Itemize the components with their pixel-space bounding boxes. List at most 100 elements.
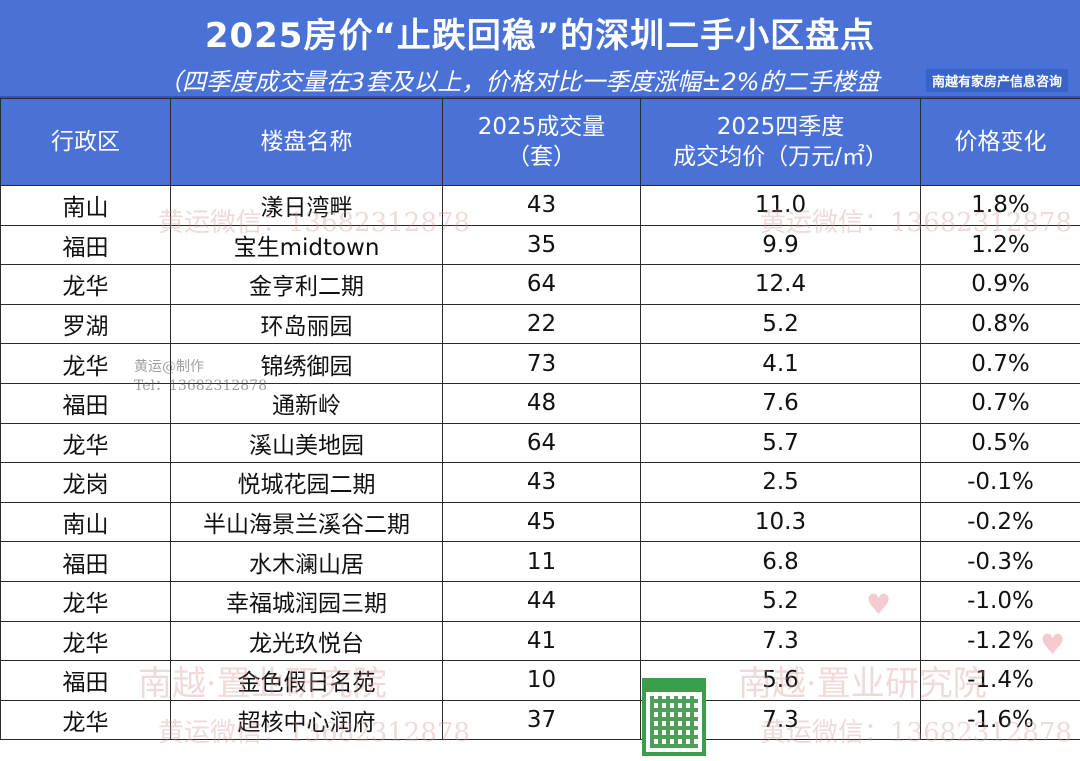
cell-volume: 64: [442, 264, 641, 305]
cell-volume: 45: [442, 501, 641, 543]
cell-estate-name: 溪山美地园: [170, 422, 443, 464]
cell-avg-price: 5.2: [640, 580, 921, 622]
cell-volume: 44: [442, 580, 641, 622]
cell-district: 罗湖: [0, 303, 171, 345]
table-row: 龙岗 悦城花园二期 43 2.5 -0.1%: [0, 462, 1080, 503]
cell-volume: 43: [442, 462, 641, 503]
column-header-price-change: 价格变化: [920, 98, 1080, 186]
cell-volume: 43: [442, 185, 641, 226]
column-header-volume: 2025成交量 （套）: [442, 98, 641, 186]
table-row: 罗湖 环岛丽园 22 5.2 0.8%: [0, 303, 1080, 345]
column-header-line: 行政区: [51, 129, 120, 155]
cell-volume: 64: [442, 422, 641, 464]
cell-district: 福田: [0, 382, 171, 424]
cell-price-change: -1.6%: [920, 699, 1080, 741]
table-row: 龙华 超核中心润府 37 7.3 -1.6%: [0, 699, 1080, 741]
header-banner: 2025房价“止跌回稳”的深圳二手小区盘点 （四季度成交量在3套及以上，价格对比…: [0, 0, 1080, 98]
credit-badge: 南越有家房产信息咨询: [925, 69, 1068, 92]
cell-estate-name: 水木澜山居: [170, 541, 443, 582]
cell-estate-name: 超核中心润府: [170, 699, 443, 741]
cell-price-change: 0.7%: [920, 382, 1080, 424]
cell-district: 福田: [0, 224, 171, 266]
cell-estate-name: 悦城花园二期: [170, 462, 443, 503]
table-row: 福田 宝生midtown 35 9.9 1.2%: [0, 224, 1080, 266]
cell-avg-price: 6.8: [640, 541, 921, 582]
cell-estate-name: 宝生midtown: [170, 224, 443, 266]
cell-district: 龙华: [0, 422, 171, 464]
table-header-row: 行政区 楼盘名称 2025成交量 （套） 2025四季度成交均价（万元/㎡） 价格变化: [0, 98, 1080, 186]
cell-avg-price: 9.9: [640, 224, 921, 266]
cell-avg-price: 12.4: [640, 264, 921, 305]
cell-estate-name: 环岛丽园: [170, 303, 443, 345]
cell-volume: 10: [442, 660, 641, 701]
cell-price-change: -1.2%: [920, 620, 1080, 662]
column-header-line: 价格变化: [954, 129, 1047, 155]
cell-volume: 35: [442, 224, 641, 266]
page-title: 2025房价“止跌回稳”的深圳二手小区盘点: [204, 16, 876, 56]
cell-district: 龙岗: [0, 462, 171, 503]
cell-district: 龙华: [0, 580, 171, 622]
cell-volume: 37: [442, 699, 641, 741]
cell-estate-name: 龙光玖悦台: [170, 620, 443, 662]
cell-price-change: 0.8%: [920, 303, 1080, 345]
cell-avg-price: 11.0: [640, 185, 921, 226]
cell-price-change: -0.3%: [920, 541, 1080, 582]
column-header-district: 行政区: [0, 98, 171, 186]
cell-estate-name: 半山海景兰溪谷二期: [170, 501, 443, 543]
column-header-estate-name: 楼盘名称: [170, 98, 443, 186]
column-header-line: 2025四季度: [716, 114, 845, 140]
cell-price-change: -1.4%: [920, 660, 1080, 701]
page-subtitle: （四季度成交量在3套及以上，价格对比一季度涨幅±2%的二手楼盘: [158, 68, 880, 96]
cell-volume: 22: [442, 303, 641, 345]
cell-district: 龙华: [0, 264, 171, 305]
table-body: 南山 漾日湾畔 43 11.0 1.8% 福田 宝生midtown 35 9.9 1.2% 龙华 金亨…: [0, 185, 1080, 741]
table-row: 福田 水木澜山居 11 6.8 -0.3%: [0, 541, 1080, 582]
cell-estate-name: 通新岭: [170, 382, 443, 424]
heart-icon: ♥: [866, 588, 892, 621]
cell-estate-name: 漾日湾畔: [170, 185, 443, 226]
cell-district: 龙华: [0, 620, 171, 662]
column-header-line: 成交均价（万元/㎡）: [673, 144, 888, 170]
table-row: 龙华 溪山美地园 64 5.7 0.5%: [0, 422, 1080, 464]
table-row: 龙华 金亨利二期 64 12.4 0.9%: [0, 264, 1080, 305]
cell-district: 南山: [0, 501, 171, 543]
cell-volume: 11: [442, 541, 641, 582]
cell-price-change: 0.5%: [920, 422, 1080, 464]
cell-avg-price: 5.7: [640, 422, 921, 464]
column-header-line: 2025成交量: [477, 114, 606, 140]
qr-code-icon: [642, 678, 706, 756]
table-row: 福田 通新岭 48 7.6 0.7%: [0, 382, 1080, 424]
cell-estate-name: 幸福城润园三期: [170, 580, 443, 622]
cell-avg-price: 7.3: [640, 620, 921, 662]
column-header-line: 楼盘名称: [260, 129, 353, 155]
cell-price-change: 0.7%: [920, 343, 1080, 384]
cell-district: 龙华: [0, 343, 171, 384]
cell-estate-name: 金色假日名苑: [170, 660, 443, 701]
column-header-line: （套）: [507, 144, 576, 170]
cell-price-change: 0.9%: [920, 264, 1080, 305]
cell-price-change: -0.1%: [920, 462, 1080, 503]
cell-volume: 41: [442, 620, 641, 662]
cell-price-change: -1.0%: [920, 580, 1080, 622]
cell-district: 南山: [0, 185, 171, 226]
cell-price-change: 1.2%: [920, 224, 1080, 266]
housing-table: 行政区 楼盘名称 2025成交量 （套） 2025四季度成交均价（万元/㎡） 价格变化 南…: [0, 98, 1080, 741]
cell-volume: 73: [442, 343, 641, 384]
cell-volume: 48: [442, 382, 641, 424]
cell-price-change: -0.2%: [920, 501, 1080, 543]
cell-district: 龙华: [0, 699, 171, 741]
cell-avg-price: 10.3: [640, 501, 921, 543]
table-row: 福田 金色假日名苑 10 5.6 -1.4%: [0, 660, 1080, 701]
cell-price-change: 1.8%: [920, 185, 1080, 226]
cell-avg-price: 7.6: [640, 382, 921, 424]
cell-district: 福田: [0, 541, 171, 582]
cell-estate-name: 锦绣御园: [170, 343, 443, 384]
table-row: 龙华 龙光玖悦台 41 7.3 -1.2%: [0, 620, 1080, 662]
column-header-avg-price: 2025四季度成交均价（万元/㎡）: [640, 98, 921, 186]
table-row: 南山 漾日湾畔 43 11.0 1.8%: [0, 185, 1080, 226]
cell-avg-price: 2.5: [640, 462, 921, 503]
cell-avg-price: 5.2: [640, 303, 921, 345]
table-row: 南山 半山海景兰溪谷二期 45 10.3 -0.2%: [0, 501, 1080, 543]
table-row: 龙华 锦绣御园 73 4.1 0.7%: [0, 343, 1080, 384]
heart-icon: ♥: [1040, 628, 1066, 661]
